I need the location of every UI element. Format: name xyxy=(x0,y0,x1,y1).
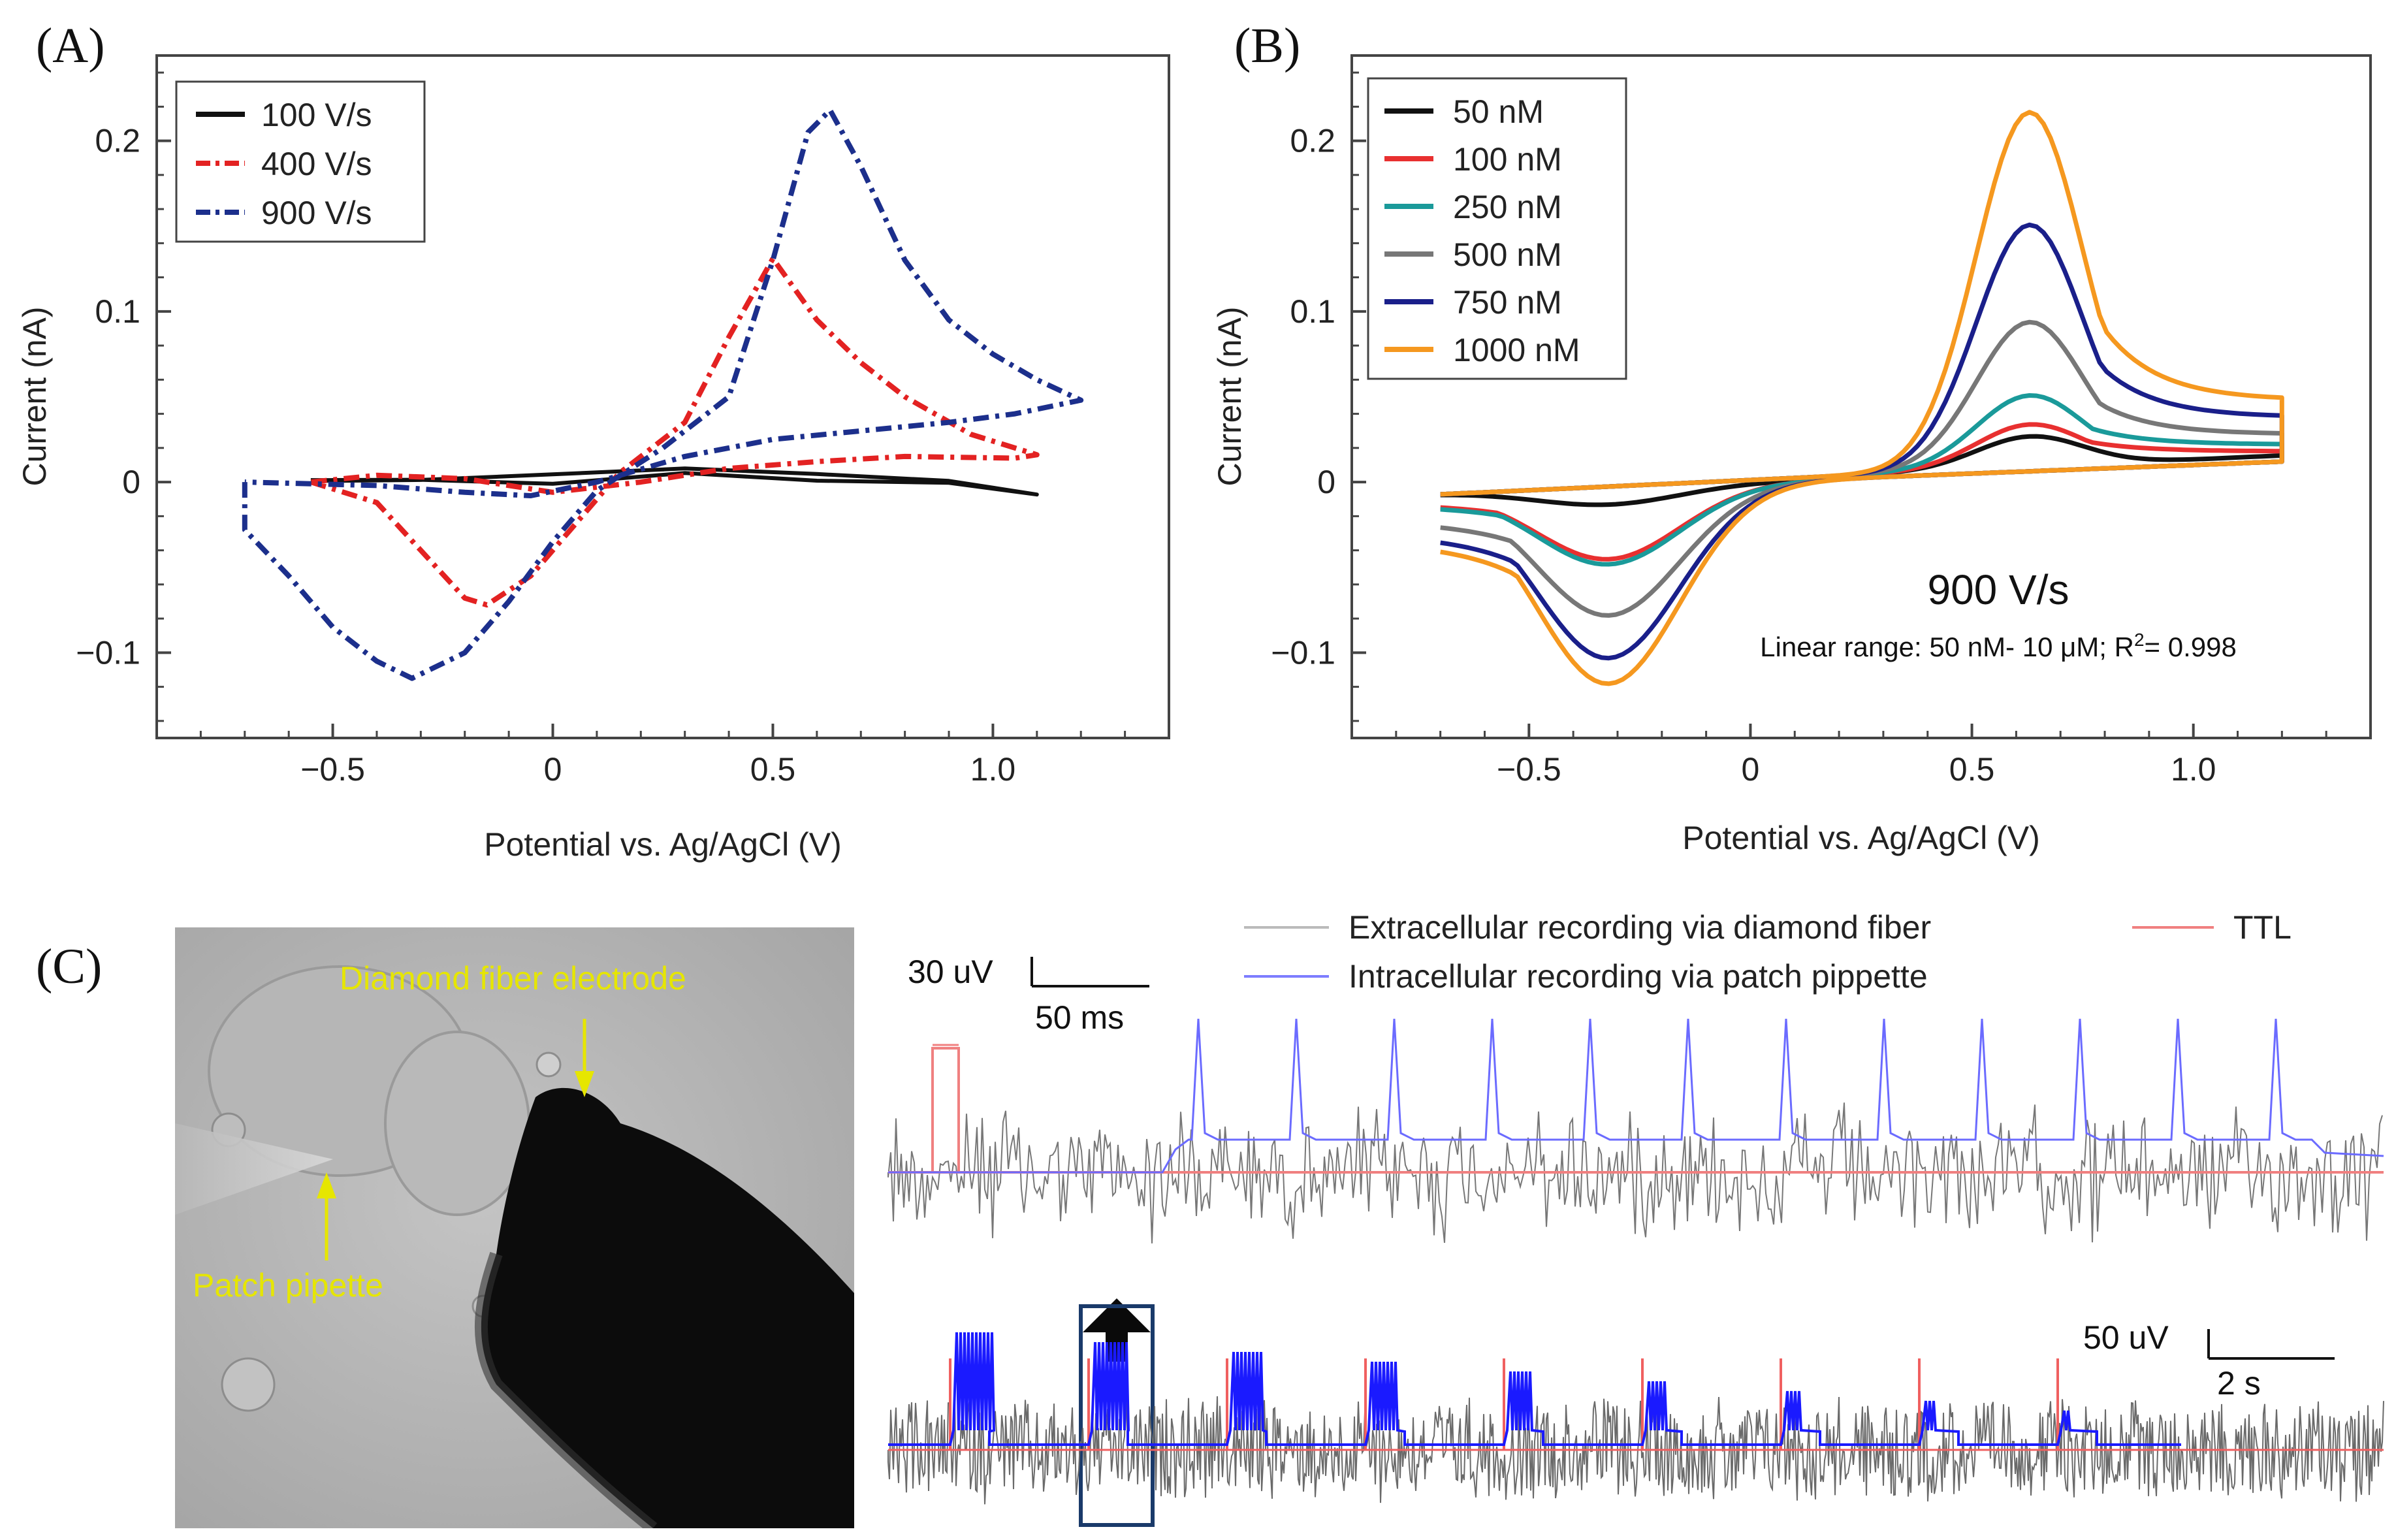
diamond-fiber-electrode-shape xyxy=(481,1087,854,1528)
panel-a-ytick-label: 0.1 xyxy=(95,293,140,330)
series-line-900vs xyxy=(242,107,1084,681)
micrograph: Diamond fiber electrode Patch pipette xyxy=(175,927,854,1528)
panel-b-ylabel: Current (nA) xyxy=(1211,306,1248,486)
legend-entry: 500 nM xyxy=(1453,236,1562,273)
panel-b-xtick-label: −0.5 xyxy=(1497,751,1561,788)
legend-entry: 1000 nM xyxy=(1453,332,1580,368)
zoom-arrow-head xyxy=(1083,1298,1151,1332)
top-scale-bar: 30 uV 50 ms xyxy=(908,954,1149,1036)
top-scale-amplitude: 30 uV xyxy=(908,954,993,990)
panel-a-ytick-label: −0.1 xyxy=(76,634,140,671)
legend-entry: 100 nM xyxy=(1453,141,1562,178)
panel-a-ticks: −0.5 0 0.5 1.0 −0.1 0 0.1 0.2 xyxy=(76,71,1126,788)
panel-a-ytick-label: 0.2 xyxy=(95,123,140,159)
intracellular-trace-top xyxy=(888,1018,2384,1174)
panel-a-xtick-label: 0 xyxy=(544,751,562,788)
panel-a-curves xyxy=(242,107,1084,681)
legend-extracellular: Extracellular recording via diamond fibe… xyxy=(1349,909,1931,946)
micrograph-pipette-label: Patch pipette xyxy=(193,1267,383,1304)
cell-body xyxy=(384,1031,530,1216)
legend-entry-400: 400 V/s xyxy=(261,146,372,182)
panel-a-ylabel: Current (nA) xyxy=(16,306,53,486)
series-line-100vs xyxy=(310,466,1039,497)
panel-b-xtick-label: 1.0 xyxy=(2171,751,2216,788)
panel-a-ytick-label: 0 xyxy=(122,464,140,500)
panel-b-legend: 50 nM 100 nM 250 nM 500 nM 750 nM 1000 nM xyxy=(1367,77,1627,380)
micrograph-electrode-label: Diamond fiber electrode xyxy=(340,960,686,997)
series-line-400vs xyxy=(310,255,1040,608)
panel-a-xtick-label: 1.0 xyxy=(970,751,1016,788)
zoom-selection-box xyxy=(1079,1304,1155,1527)
panel-b-rate-annotation: 900 V/s xyxy=(1927,566,2069,613)
series-line-100nm xyxy=(1440,422,2284,562)
panel-b-ticks: −0.5 0 0.5 1.0 −0.1 0 0.1 0.2 xyxy=(1271,71,2327,788)
legend-entry: 750 nM xyxy=(1453,284,1562,321)
legend-entry-900: 900 V/s xyxy=(261,195,372,231)
panel-b-ytick-label: 0 xyxy=(1317,464,1335,500)
top-recording-traces xyxy=(887,1018,2384,1243)
panel-b-linear-range: Linear range: 50 nM- 10 μM; R2= 0.998 xyxy=(1760,630,2237,662)
extracellular-trace-bottom xyxy=(887,1396,2384,1505)
panel-b-xlabel: Potential vs. Ag/AgCl (V) xyxy=(1682,820,2039,856)
legend-entry-100: 100 V/s xyxy=(261,97,372,133)
panel-a-xtick-label: 0.5 xyxy=(750,751,796,788)
panel-b-ytick-label: 0.2 xyxy=(1290,123,1335,159)
panel-b-xtick-label: 0 xyxy=(1742,751,1760,788)
bottom-scale-time: 2 s xyxy=(2217,1365,2261,1402)
panel-a-xtick-label: −0.5 xyxy=(300,751,365,788)
trace-legend: Extracellular recording via diamond fibe… xyxy=(1244,909,2292,995)
series-line-1000nm xyxy=(1440,110,2284,686)
panel-a-xlabel: Potential vs. Ag/AgCl (V) xyxy=(484,826,841,863)
panel-c-letter: (C) xyxy=(36,939,102,994)
electrode-arrowhead xyxy=(575,1071,594,1097)
panel-b-ytick-label: −0.1 xyxy=(1271,634,1335,671)
panel-b-letter: (B) xyxy=(1234,18,1300,73)
extracellular-trace-top xyxy=(887,1102,2383,1243)
bottom-scale-amplitude: 50 uV xyxy=(2083,1319,2169,1356)
cell-debris xyxy=(535,1051,562,1078)
panel-b-legend-box xyxy=(1367,77,1627,380)
panel-b-ytick-label: 0.1 xyxy=(1290,293,1335,330)
cell-debris xyxy=(221,1357,276,1412)
panel-c: (C) xyxy=(36,909,2384,1528)
panel-a-legend: 100 V/s 400 V/s 900 V/s xyxy=(175,80,426,243)
ttl-pulse-top xyxy=(931,1047,960,1172)
linear-range-suffix: = 0.998 xyxy=(2145,632,2237,662)
panel-b-xtick-label: 0.5 xyxy=(1949,751,1995,788)
linear-range-prefix: Linear range: 50 nM- 10 μM; R xyxy=(1760,632,2134,662)
panel-a-frame xyxy=(155,54,1170,739)
pipette-arrowhead xyxy=(317,1172,336,1198)
intracellular-trace-bottom xyxy=(888,1332,2181,1446)
panel-b-curves xyxy=(1440,110,2284,686)
legend-intracellular: Intracellular recording via patch pippet… xyxy=(1349,958,1928,995)
legend-entry: 50 nM xyxy=(1453,93,1544,130)
panel-b-legend-entries: 50 nM 100 nM 250 nM 500 nM 750 nM 1000 nM xyxy=(1384,93,1580,368)
electrode-halo xyxy=(474,1251,658,1528)
legend-ttl: TTL xyxy=(2233,909,2292,946)
zoom-arrow-shaft xyxy=(1106,1332,1128,1362)
bottom-recording-traces xyxy=(887,1332,2384,1505)
top-scale-time: 50 ms xyxy=(1035,999,1124,1036)
legend-entry: 250 nM xyxy=(1453,189,1562,225)
patch-pipette-shape xyxy=(175,1123,333,1215)
panel-b: (B) −0.5 0 0.5 1.0 −0.1 0 0.1 0.2 Potential vs.… xyxy=(1211,18,2372,856)
panel-a: (A) −0.5 0 0.5 1.0 −0.1 0 0.1 0.2 Potential vs.… xyxy=(16,18,1170,863)
panel-b-frame xyxy=(1350,54,2372,739)
bottom-scale-bar: 50 uV 2 s xyxy=(2083,1319,2335,1402)
panel-a-letter: (A) xyxy=(36,18,105,73)
linear-range-sup: 2 xyxy=(2134,630,2145,650)
